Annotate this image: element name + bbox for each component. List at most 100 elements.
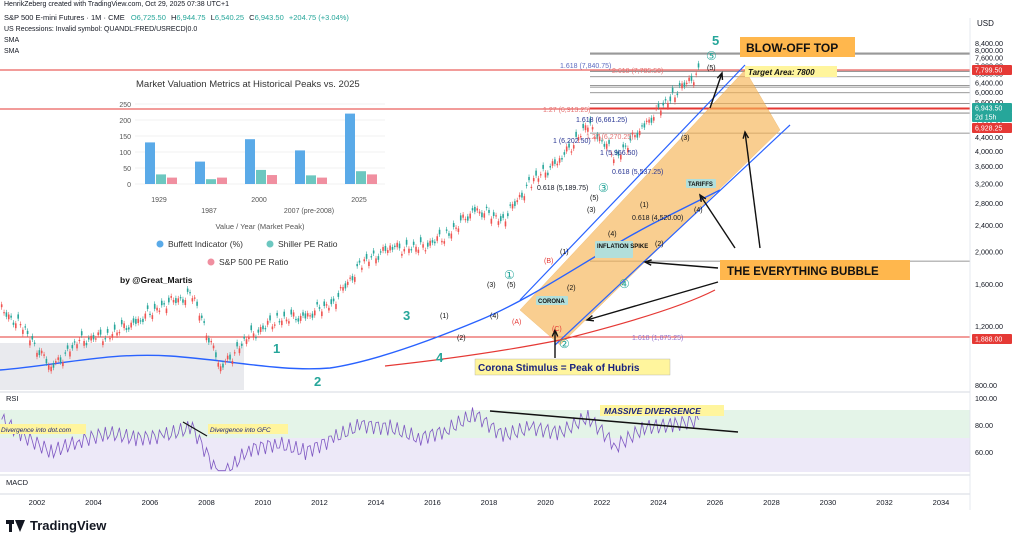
divergence-gfc-line	[182, 421, 208, 437]
candle-body	[518, 194, 521, 198]
tradingview-wordmark: TradingView	[30, 518, 107, 533]
rsi-y-tick: 100.00	[975, 394, 997, 403]
inset-bar	[167, 177, 177, 184]
candle-body	[264, 328, 267, 330]
candle-body	[693, 82, 695, 86]
candle-body	[318, 307, 321, 309]
inset-bar	[345, 113, 355, 184]
candle-body	[259, 327, 262, 333]
y-tick-label: 2,400.00	[975, 221, 1003, 230]
candle-body	[450, 233, 453, 239]
price-label-text: 7,799.50	[975, 68, 1002, 75]
divergence-text: MASSIVE DIVERGENCE	[604, 406, 701, 416]
candle-body	[156, 307, 158, 311]
candle-body	[382, 247, 384, 251]
x-tick-label: 2014	[368, 498, 385, 507]
inset-bar	[256, 169, 266, 184]
candle-body	[17, 314, 19, 319]
wave-minor-label: (4)	[694, 207, 703, 214]
candle-body	[273, 324, 276, 326]
candle-body	[219, 366, 222, 372]
ohlc-close: 6,943.50	[254, 13, 284, 22]
fib-label: 1.27 (6,913.25)	[543, 107, 590, 114]
candle-body	[125, 328, 128, 331]
candle-body	[205, 335, 208, 341]
candle-body	[558, 158, 561, 163]
channel-fill	[519, 69, 781, 346]
inset-bar	[245, 139, 255, 184]
div-dotcom-text: Divergence into dot.com	[1, 427, 72, 434]
candle-body	[283, 311, 285, 317]
candle-body	[570, 151, 573, 153]
candle-body	[196, 301, 198, 306]
y-tick-label: 6,000.00	[975, 88, 1003, 97]
candle-body	[575, 131, 577, 137]
candle-body	[38, 350, 41, 356]
candle-body	[248, 337, 250, 340]
candle-body	[163, 303, 165, 305]
candle-body	[514, 201, 516, 206]
symbol-name[interactable]: S&P 500 E-mini Futures · 1M · CME	[4, 13, 125, 22]
y-tick-label: 4,400.00	[975, 133, 1003, 142]
candle-body	[257, 329, 260, 333]
candle-body	[396, 242, 398, 248]
candle-body	[516, 200, 519, 203]
candle-body	[80, 331, 83, 336]
candle-body	[172, 299, 175, 303]
candle-body	[69, 351, 71, 357]
inset-bar	[295, 150, 305, 184]
candle-body	[408, 248, 410, 253]
candle-body	[165, 308, 168, 314]
candle-body	[182, 299, 184, 303]
target-box	[745, 66, 837, 77]
candle-body	[29, 340, 31, 346]
indicator-line-sma-1[interactable]: SMA	[4, 37, 20, 44]
arrow-bubble-3-head	[643, 259, 652, 266]
price-label-text: 1,888.00	[975, 337, 1002, 344]
y-tick-label: 1,200.00	[975, 322, 1003, 331]
candle-body	[212, 345, 215, 349]
price-label-box	[972, 112, 1012, 122]
candle-body	[128, 327, 130, 330]
candle-body	[521, 192, 523, 198]
candle-body	[643, 123, 646, 128]
candle-body	[368, 261, 370, 267]
x-tick-label: 2020	[537, 498, 554, 507]
candle-body	[78, 339, 81, 342]
arrow-blowoff	[709, 72, 723, 109]
price-label-box	[972, 334, 1012, 344]
candle-body	[365, 254, 368, 259]
candle-body	[523, 196, 526, 201]
arrow-bubble-1	[744, 131, 761, 249]
candle-body	[417, 249, 420, 253]
candle-body	[485, 206, 488, 209]
candle-body	[391, 246, 394, 250]
candle-body	[565, 146, 568, 152]
tag-inflation: INFLATION SPIKE	[597, 244, 648, 250]
candle-body	[476, 208, 479, 211]
candle-body	[572, 145, 575, 149]
inset-x-tick: 1987	[201, 208, 217, 215]
candle-body	[507, 213, 509, 217]
inset-credit: by @Great_Martis	[120, 275, 193, 285]
divergence-line	[489, 410, 739, 433]
tradingview-logo[interactable]: TradingView	[6, 518, 106, 533]
candle-body	[584, 125, 587, 131]
candle-body	[238, 348, 241, 354]
candle-body	[3, 312, 5, 314]
candle-body	[594, 137, 596, 140]
candle-body	[241, 343, 243, 346]
candle-body	[398, 243, 401, 249]
candle-body	[276, 312, 278, 316]
indicator-line-recessions[interactable]: US Recessions: Invalid symbol: QUANDL:FR…	[4, 26, 198, 33]
indicator-line-sma-2[interactable]: SMA	[4, 48, 20, 55]
candle-body	[278, 321, 281, 323]
candle-body	[200, 315, 203, 318]
inset-bar	[367, 174, 377, 184]
price-label-text: 2d 15h	[975, 115, 997, 122]
candle-body	[285, 319, 288, 322]
candle-body	[429, 240, 431, 246]
candle-body	[459, 215, 462, 221]
candle-body	[76, 344, 78, 349]
